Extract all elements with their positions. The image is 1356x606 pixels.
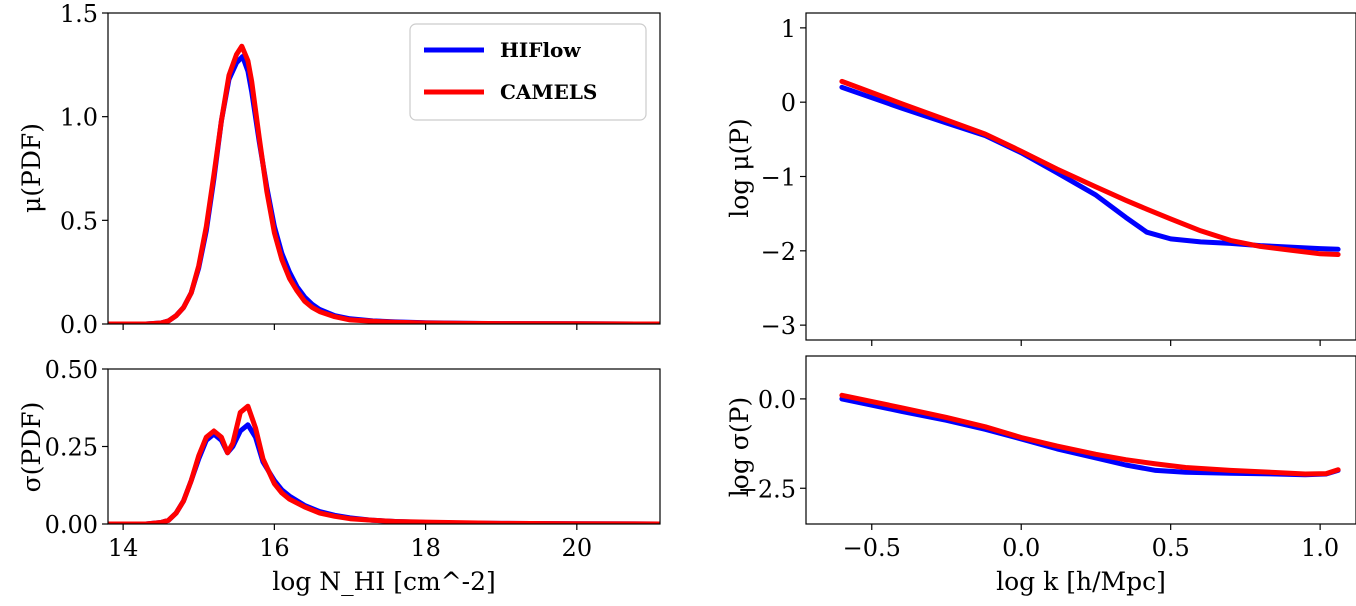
- x-tick-label-pdf-std: 20: [562, 534, 593, 562]
- y-tick-label-pdf-mean: 0.0: [60, 311, 98, 339]
- ylabel-power-std: log σ(P): [725, 397, 754, 497]
- x-tick-label-power-std: 1.0: [1301, 534, 1339, 562]
- plot-frame-power-std: [805, 355, 1356, 525]
- x-tick-label-power-std: 0.0: [1002, 534, 1040, 562]
- y-tick-label-pdf-mean: 1.5: [60, 0, 98, 28]
- x-tick-label-power-std: 0.5: [1152, 534, 1190, 562]
- ylabel-power-mean: log μ(P): [725, 118, 754, 218]
- y-tick-label-power-mean: 1: [781, 15, 796, 43]
- plot-frame-power-mean: [805, 12, 1356, 341]
- xlabel-pdf-std: log N_HI [cm^-2]: [272, 567, 496, 596]
- panel-pdf-std: 14 16 18 20 0.00 0.25 0.50: [45, 356, 661, 562]
- x-tick-label-power-std: −0.5: [843, 534, 901, 562]
- series-line-camels-power-std: [839, 392, 1341, 477]
- ylabel-pdf-mean: μ(PDF): [17, 123, 46, 213]
- xlabel-power-std: log k [h/Mpc]: [996, 567, 1166, 596]
- series-line-camels-pdf-mean: [108, 43, 660, 324]
- x-tick-label-pdf-std: 16: [259, 534, 290, 562]
- ylabel-pdf-std: σ(PDF): [17, 402, 46, 493]
- series-line-camels-power-mean: [839, 78, 1341, 257]
- x-tick-label-pdf-std: 18: [410, 534, 441, 562]
- plot-frame-pdf-std: [107, 368, 661, 525]
- x-tick-label-pdf-std: 14: [108, 534, 139, 562]
- panel-power-mean: 1 0 −1 −2 −3: [761, 12, 1356, 346]
- legend: HIFlow CAMELS: [409, 23, 647, 121]
- y-tick-label-power-mean: −3: [761, 312, 796, 340]
- y-tick-label-power-mean: 0: [781, 89, 796, 117]
- plot-frame-pdf-mean: [107, 12, 661, 325]
- panel-pdf-mean: 0.0 0.5 1.0 1.5: [60, 0, 661, 339]
- legend-label-camels: CAMELS: [500, 80, 597, 104]
- y-tick-label-pdf-mean: 0.5: [60, 207, 98, 235]
- y-tick-label-pdf-std: 0.25: [45, 434, 98, 462]
- y-tick-label-power-std: −2.5: [738, 475, 796, 503]
- y-tick-label-pdf-mean: 1.0: [60, 104, 98, 132]
- y-tick-label-pdf-std: 0.50: [45, 356, 98, 384]
- y-tick-label-power-mean: −1: [761, 164, 796, 192]
- panel-power-std: −0.5 0.0 0.5 1.0 0.0 −2.5: [738, 355, 1356, 562]
- y-tick-label-power-mean: −2: [761, 238, 796, 266]
- legend-label-hiflow: HIFlow: [500, 38, 581, 62]
- series-line-camels-pdf-std: [108, 403, 660, 524]
- y-tick-label-pdf-std: 0.00: [45, 511, 98, 539]
- y-tick-label-power-std: 0.0: [758, 386, 796, 414]
